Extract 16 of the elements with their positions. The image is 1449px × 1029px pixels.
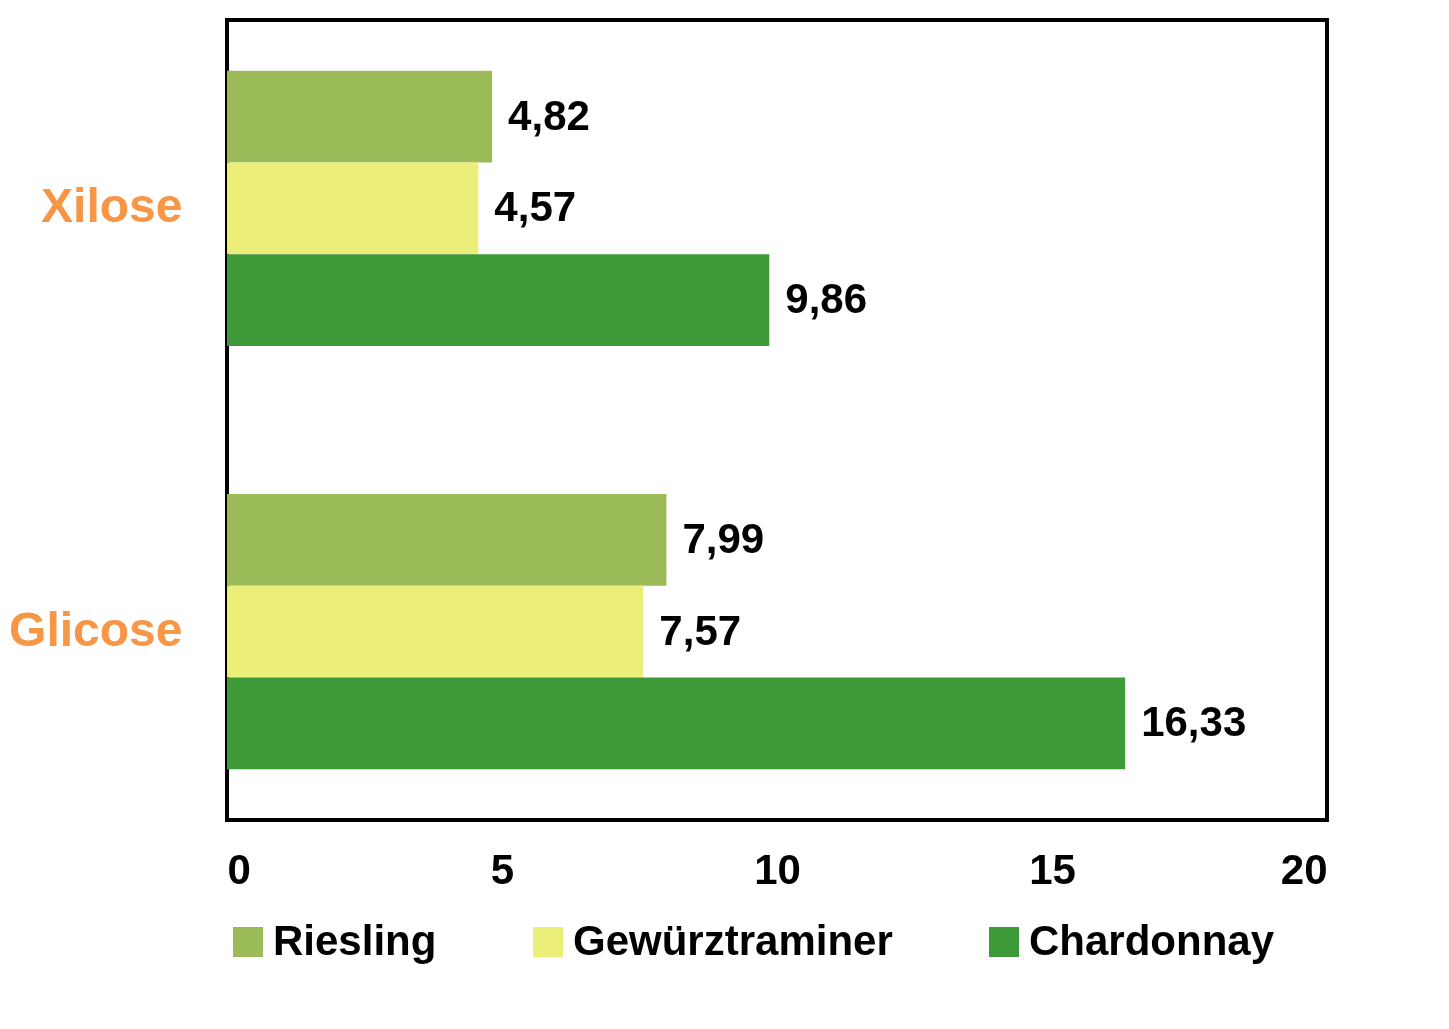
x-tick-label: 5 [490, 845, 515, 893]
data-label: 4,82 [508, 91, 590, 139]
legend-label: Gewürztraminer [573, 917, 893, 964]
data-label: 7,99 [682, 514, 765, 562]
data-label: 16,33 [1141, 698, 1247, 746]
legend-label: Chardonnay [1029, 917, 1275, 964]
x-tick-label: 0 [227, 845, 251, 893]
legend-label: Riesling [273, 917, 437, 964]
y-tick-label: Glicose [9, 602, 183, 656]
data-label: 4,57 [494, 183, 577, 231]
data-label: 7,57 [659, 606, 742, 654]
x-tick-label: 20 [1280, 845, 1328, 893]
x-tick-label: 10 [754, 845, 801, 893]
data-label: 9,86 [785, 275, 868, 323]
x-tick-label: 15 [1029, 845, 1076, 893]
y-tick-label: Xilose [41, 179, 183, 233]
